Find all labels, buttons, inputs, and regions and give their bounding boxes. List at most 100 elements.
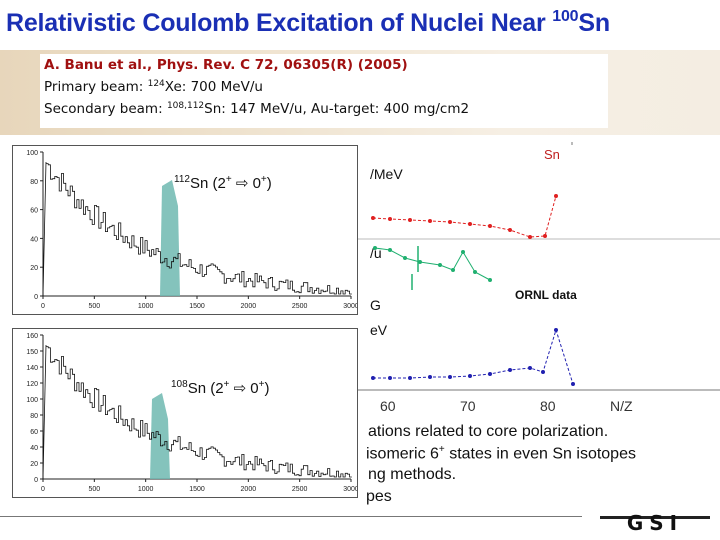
right-x-tick: 60 [380, 398, 396, 414]
spectrum-x-tick-label: 3000 [343, 303, 357, 310]
reference-citation: A. Banu et al., Phys. Rev. C 72, 06305(R… [44, 57, 408, 73]
spectrum-x-tick-label: 1500 [189, 486, 205, 493]
right-plot-panel: Sn /MeV /u G eV ORNL data 60 70 80 N/Z [352, 142, 720, 422]
body-text-line: isomeric 6+ states in even Sn isotopes [366, 444, 636, 463]
series-point [528, 235, 532, 239]
series-point [388, 376, 392, 380]
bottom-spectrum-panel: 160 150 140 120 100 80 60 40 20 0 0 500 1000 1500 2000… [12, 328, 359, 498]
series-point [428, 375, 432, 379]
series-point [488, 372, 492, 376]
series-point [488, 278, 492, 282]
series-point [508, 228, 512, 232]
body-text-line: pes [366, 488, 392, 505]
spectrum-y-tick-label: 100 [26, 150, 38, 157]
series-line [374, 247, 491, 281]
series-point [448, 220, 452, 224]
series-point [541, 370, 545, 374]
series-point [488, 224, 492, 228]
series-point [428, 219, 432, 223]
series-point [571, 382, 575, 386]
spectrum-x-tick-label: 2500 [292, 486, 308, 493]
spectrum-x-tick-label: 2000 [241, 303, 257, 310]
right-plot-ev-label: eV [370, 322, 388, 338]
spectrum-trace [42, 161, 352, 297]
spectrum-y-tick-label: 140 [26, 365, 38, 372]
svg-text:GSI: GSI [627, 511, 683, 534]
right-x-tick: 80 [540, 398, 556, 414]
top-spectrum-label: 112Sn (2+ ⇨ 0+) [174, 174, 272, 192]
spectrum-x-tick-label: 2000 [241, 486, 257, 493]
spectrum-x-tick-label: 500 [88, 303, 100, 310]
right-plot-g-label: G [370, 297, 381, 313]
footer-rule [0, 516, 582, 517]
spectrum-trace [42, 344, 352, 480]
spectrum-x-tick-label: 0 [41, 486, 45, 493]
series-point [554, 328, 558, 332]
series-point [388, 217, 392, 221]
series-point [461, 250, 465, 254]
spectrum-y-tick-label: 80 [30, 413, 38, 420]
spectrum-x-tick-label: 1000 [138, 303, 154, 310]
spectrum-y-tick-label: 160 [26, 333, 38, 340]
right-plot-sn-label: Sn [544, 147, 560, 162]
series-point [408, 376, 412, 380]
right-x-axis-label: N/Z [610, 398, 633, 414]
spectrum-y-tick-label: 60 [30, 208, 38, 215]
series-point [528, 366, 532, 370]
series-line [373, 328, 574, 385]
spectrum-y-tick-label: 80 [30, 179, 38, 186]
top-spectrum-panel: 100 80 60 40 20 0 0 500 1000 1500 2000 2500 3000 112… [12, 145, 359, 315]
series-point [448, 375, 452, 379]
series-point [438, 263, 442, 267]
spectrum-y-tick-label: 120 [26, 381, 38, 388]
gsi-logo-icon: GSI [600, 511, 710, 535]
secondary-beam-line: Secondary beam: 108,112Sn: 147 MeV/u, Au… [44, 101, 470, 117]
spectrum-y-tick-label: 40 [30, 445, 38, 452]
spectrum-x-tick-label: 500 [88, 486, 100, 493]
spectrum-y-tick-label: 150 [26, 349, 38, 356]
right-x-tick: 70 [460, 398, 476, 414]
series-point [408, 218, 412, 222]
series-point [373, 246, 377, 250]
bottom-spectrum-label: 108Sn (2+ ⇨ 0+) [171, 379, 270, 397]
series-point [473, 270, 477, 274]
spectrum-x-tick-label: 1500 [189, 303, 205, 310]
slide-title: Relativistic Coulomb Excitation of Nucle… [6, 8, 610, 37]
spectrum-x-tick-label: 0 [41, 303, 45, 310]
series-point [388, 248, 392, 252]
spectrum-y-tick-label: 20 [30, 461, 38, 468]
series-point [451, 268, 455, 272]
spectrum-y-tick-label: 60 [30, 429, 38, 436]
series-point [371, 376, 375, 380]
series-point [371, 216, 375, 220]
series-point [468, 222, 472, 226]
spectrum-y-tick-label: 0 [34, 294, 38, 301]
spectrum-y-tick-label: 100 [26, 397, 38, 404]
series-point [418, 260, 422, 264]
spectrum-x-tick-label: 3000 [343, 486, 357, 493]
right-plot-svg [352, 142, 720, 391]
reference-box: A. Banu et al., Phys. Rev. C 72, 06305(R… [40, 54, 608, 128]
body-text-line: ations related to core polarization. [368, 423, 609, 440]
peak-shade [160, 180, 180, 296]
spectrum-y-tick-label: 20 [30, 265, 38, 272]
primary-beam-line: Primary beam: 124Xe: 700 MeV/u [44, 79, 263, 95]
spectrum-y-tick-label: 0 [34, 477, 38, 484]
right-plot-mev-label: /MeV [370, 166, 403, 182]
series-point [403, 256, 407, 260]
right-plot-u-label: /u [370, 245, 382, 261]
spectrum-x-tick-label: 1000 [138, 486, 154, 493]
series-point [543, 234, 547, 238]
series-point [468, 374, 472, 378]
series-point [554, 194, 558, 198]
ornl-data-label: ORNL data [515, 288, 577, 302]
spectrum-x-tick-label: 2500 [292, 303, 308, 310]
series-line [372, 195, 557, 238]
body-text-line: ng methods. [368, 466, 457, 483]
spectrum-y-tick-label: 40 [30, 236, 38, 243]
series-point [508, 368, 512, 372]
gsi-logo: GSI [600, 508, 710, 535]
